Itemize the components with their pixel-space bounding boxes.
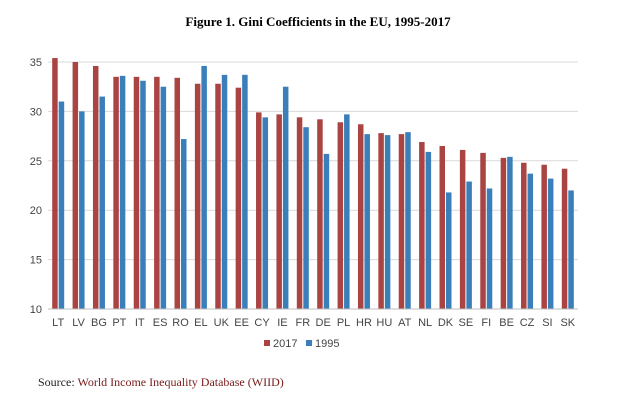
- x-tick-label: DK: [438, 317, 454, 329]
- y-tick-label: 20: [30, 205, 42, 217]
- bar-2017-BG: [92, 65, 99, 310]
- x-tick-label: BE: [499, 317, 514, 329]
- legend-swatch-1995: [306, 340, 312, 346]
- x-tick-label: SE: [459, 317, 474, 329]
- y-tick-label: 35: [30, 57, 42, 69]
- bar-1995-PL: [344, 114, 350, 309]
- x-tick-label: FR: [295, 317, 310, 329]
- y-tick-label: 15: [30, 255, 42, 267]
- bar-1995-AT: [405, 132, 411, 309]
- bar-1995-UK: [221, 74, 228, 310]
- x-tick-label: DE: [316, 317, 331, 329]
- x-tick-label: AT: [398, 317, 412, 329]
- bar-2017-RO: [174, 77, 180, 309]
- bar-2017-DK: [439, 145, 445, 309]
- bar-1995-EL: [201, 65, 207, 310]
- y-tick-label: 10: [30, 304, 42, 316]
- bar-2017-LT: [52, 58, 58, 309]
- y-axis-ticks: 10 15 20 25 30 35: [30, 57, 42, 316]
- bar-1995-LT: [58, 101, 65, 310]
- bar-1995-EE: [242, 74, 248, 310]
- bar-1995-BE: [507, 156, 513, 309]
- x-tick-label: EL: [194, 317, 207, 329]
- bar-2017-PL: [337, 122, 344, 309]
- bar-2017-AT: [398, 134, 405, 309]
- bar-1995-LV: [79, 111, 85, 310]
- bar-2017-DE: [317, 119, 323, 309]
- x-tick-label: IT: [135, 317, 145, 329]
- bar-2017-FI: [480, 152, 486, 309]
- y-tick-label: 25: [30, 156, 42, 168]
- bar-2017-HR: [357, 124, 364, 309]
- x-tick-label: UK: [214, 317, 230, 329]
- x-tick-label: FI: [481, 317, 491, 329]
- x-tick-label: HU: [376, 317, 392, 329]
- y-tick-label: 30: [30, 106, 42, 118]
- bar-2017-SK: [561, 168, 568, 309]
- x-tick-label: IE: [277, 317, 287, 329]
- bar-1995-CZ: [527, 173, 534, 309]
- x-tick-label: CY: [254, 317, 270, 329]
- bar-1995-SI: [547, 178, 554, 309]
- bar-1995-BG: [99, 96, 105, 309]
- bar-1995-ES: [160, 86, 167, 309]
- x-tick-label: BG: [91, 317, 107, 329]
- bar-1995-IT: [140, 80, 146, 309]
- bar-2017-SI: [541, 164, 547, 309]
- gridlines: [48, 61, 578, 261]
- bar-2017-FR: [296, 117, 303, 309]
- bar-1995-SE: [466, 181, 472, 309]
- bar-2017-CY: [256, 112, 262, 309]
- chart-title: Figure 1. Gini Coefficients in the EU, 1…: [185, 14, 451, 29]
- x-tick-label: SI: [542, 317, 552, 329]
- bar-2017-HU: [378, 133, 384, 309]
- bar-2017-LV: [72, 62, 79, 309]
- bar-2017-SE: [459, 149, 466, 309]
- bar-1995-NL: [425, 151, 432, 309]
- x-tick-label: CZ: [520, 317, 535, 329]
- x-tick-label: EE: [234, 317, 249, 329]
- bar-1995-RO: [181, 139, 187, 309]
- bar-1995-FR: [303, 127, 309, 309]
- bar-2017-EE: [235, 87, 242, 309]
- bar-2017-CZ: [521, 162, 527, 309]
- legend: 2017 1995: [264, 338, 339, 350]
- x-tick-label: PL: [337, 317, 350, 329]
- x-tick-label: HR: [356, 317, 372, 329]
- x-tick-label: SK: [560, 317, 575, 329]
- bar-2017-PT: [113, 76, 119, 309]
- source-link[interactable]: World Income Inequality Database (WIID): [77, 375, 284, 389]
- bar-1995-CY: [262, 117, 269, 309]
- x-tick-label: PT: [112, 317, 126, 329]
- x-tick-label: LT: [52, 317, 64, 329]
- bar-2017-IT: [133, 76, 140, 309]
- source-prefix: Source:: [38, 375, 75, 389]
- bar-2017-UK: [215, 83, 221, 310]
- x-tick-label: NL: [418, 317, 432, 329]
- bars: [52, 58, 574, 310]
- bar-1995-PT: [119, 75, 126, 309]
- bar-2017-IE: [276, 114, 282, 309]
- x-tick-label: RO: [172, 317, 189, 329]
- legend-label-1995: 1995: [315, 338, 339, 350]
- bar-2017-BE: [500, 157, 507, 309]
- bar-1995-HU: [384, 135, 391, 309]
- bar-2017-NL: [419, 142, 425, 309]
- source-note: Source: World Income Inequality Database…: [38, 375, 284, 390]
- bar-1995-DK: [446, 192, 452, 309]
- x-tick-label: ES: [153, 317, 168, 329]
- legend-swatch-2017: [264, 340, 270, 346]
- legend-label-2017: 2017: [273, 338, 297, 350]
- bar-2017-EL: [194, 83, 201, 310]
- bar-1995-FI: [486, 188, 493, 309]
- bar-2017-ES: [154, 76, 160, 309]
- x-tick-label: LV: [72, 317, 85, 329]
- bar-1995-HR: [364, 134, 370, 309]
- x-axis-labels: LT LV BG PT IT ES RO EL UK EE CY IE FR DE PL HR HU AT NL DK…: [52, 317, 576, 329]
- bar-1995-DE: [323, 153, 330, 309]
- bar-1995-IE: [282, 86, 289, 309]
- bar-1995-SK: [568, 190, 574, 309]
